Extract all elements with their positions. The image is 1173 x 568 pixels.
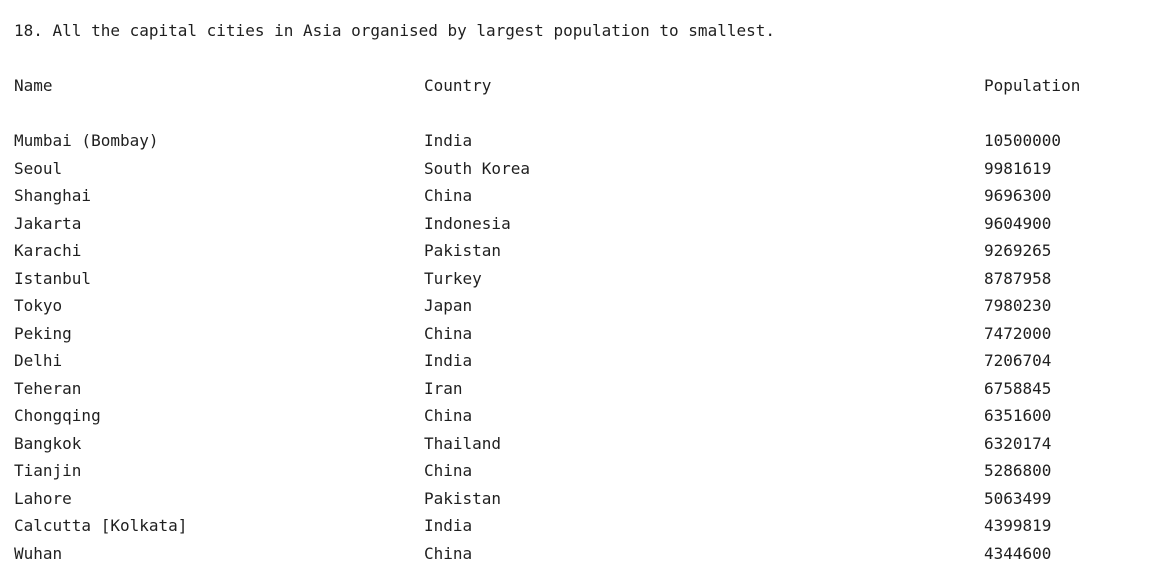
- cell-population: 9696300: [984, 186, 1052, 205]
- cell-country: Pakistan: [424, 241, 502, 260]
- cell-name: Tianjin: [14, 461, 82, 480]
- cell-country: Japan: [424, 296, 473, 315]
- cell-country: Indonesia: [424, 213, 511, 233]
- cell-country: China: [424, 543, 473, 563]
- cell-population: 9269265: [984, 241, 1052, 260]
- cell-name: Wuhan: [14, 543, 63, 563]
- cell-population: 7472000: [984, 323, 1052, 343]
- cell-name: Calcutta [Kolkata]: [14, 516, 188, 535]
- query-title: 18. All the capital cities in Asia organ…: [14, 21, 775, 40]
- cell-name: Delhi: [14, 351, 63, 370]
- cell-name: Seoul: [14, 158, 63, 178]
- cell-population: 4399819: [984, 516, 1052, 535]
- cell-name: Tokyo: [14, 296, 63, 315]
- cell-name: Istanbul: [14, 268, 92, 288]
- cell-country: China: [424, 406, 473, 425]
- cell-country: Iran: [424, 378, 463, 398]
- cell-name: Bangkok: [14, 433, 82, 453]
- cell-country: Pakistan: [424, 488, 502, 508]
- cell-country: Thailand: [424, 433, 502, 453]
- cell-population: 9604900: [984, 213, 1052, 233]
- cell-population: 6758845: [984, 378, 1052, 398]
- cell-population: 7206704: [984, 351, 1052, 370]
- cell-name: Lahore: [14, 488, 72, 508]
- cell-country: India: [424, 131, 473, 150]
- cell-population: 6351600: [984, 406, 1052, 425]
- cell-country: India: [424, 516, 473, 535]
- cell-name: Teheran: [14, 378, 82, 398]
- cell-country: South Korea: [424, 158, 530, 178]
- cell-name: Jakarta: [14, 213, 82, 233]
- cell-population: 8787958: [984, 268, 1052, 288]
- cell-population: 10500000: [984, 131, 1062, 150]
- cell-name: Shanghai: [14, 186, 92, 205]
- cell-country: India: [424, 351, 473, 370]
- cell-population: 6320174: [984, 433, 1052, 453]
- column-header-population: Population: [984, 76, 1081, 95]
- cell-population: 9981619: [984, 158, 1052, 178]
- cell-name: Mumbai (Bombay): [14, 131, 159, 150]
- cell-name: Karachi: [14, 241, 82, 260]
- cell-population: 5063499: [984, 488, 1052, 508]
- cell-name: Chongqing: [14, 406, 101, 425]
- cell-country: China: [424, 323, 473, 343]
- cell-population: 4344600: [984, 543, 1052, 563]
- cell-name: Peking: [14, 323, 72, 343]
- column-header-name: Name: [14, 76, 53, 95]
- cell-country: China: [424, 186, 473, 205]
- cell-country: Turkey: [424, 268, 482, 288]
- column-header-country: Country: [424, 76, 492, 95]
- cell-country: China: [424, 461, 473, 480]
- cell-population: 5286800: [984, 461, 1052, 480]
- cell-population: 7980230: [984, 296, 1052, 315]
